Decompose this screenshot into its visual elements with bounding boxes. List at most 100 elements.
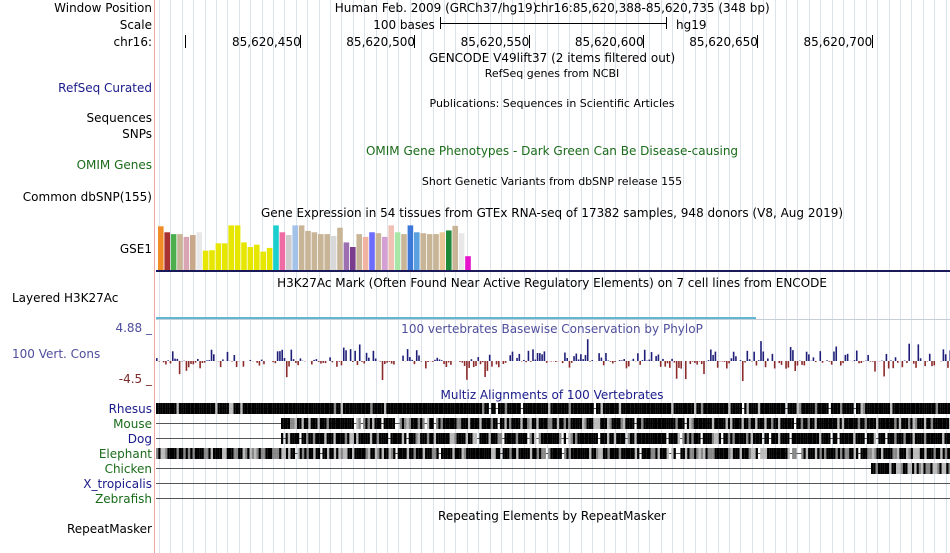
gtex-tissue-bar[interactable] — [202, 250, 209, 270]
gtex-tissue-bar[interactable] — [209, 250, 215, 270]
gtex-tissue-bar[interactable] — [420, 233, 426, 270]
multiz-alignment-block — [559, 418, 562, 429]
gtex-tissue-bar[interactable] — [196, 232, 202, 270]
gtex-tissue-bar[interactable] — [343, 242, 350, 270]
gtex-tissue-bar[interactable] — [164, 232, 170, 270]
gtex-tissue-bar[interactable] — [177, 234, 183, 270]
gtex-tissue-bar[interactable] — [292, 225, 298, 270]
gtex-tissue-bar[interactable] — [215, 243, 222, 270]
gtex-tissue-bar[interactable] — [190, 235, 196, 270]
species-label-zebrafish[interactable]: Zebrafish — [95, 492, 152, 506]
conservation-track-title[interactable]: 100 vertebrates Basewise Conservation by… — [401, 322, 703, 336]
gtex-tissue-bar[interactable] — [414, 232, 420, 270]
grid-line — [204, 0, 206, 553]
repeatmasker-track-title[interactable]: Repeating Elements by RepeatMasker — [438, 509, 666, 523]
gtex-tissue-bar[interactable] — [266, 247, 273, 270]
multiz-alignment-block — [787, 418, 790, 429]
gtex-tissue-bar[interactable] — [158, 226, 164, 270]
multiz-alignment-block — [422, 418, 425, 429]
gtex-tissue-bar[interactable] — [260, 251, 266, 270]
gtex-tissue-bar[interactable] — [452, 225, 458, 270]
track-label-gtex[interactable]: GSE1 — [119, 242, 152, 256]
gtex-tissue-bar[interactable] — [254, 244, 260, 270]
gtex-tissue-bar[interactable] — [375, 233, 382, 270]
conservation-score-bar — [197, 358, 199, 361]
browser-image[interactable]: Human Feb. 2009 (GRCh37/hg19) chr16:85,6… — [156, 0, 950, 553]
multiz-alignment-block — [347, 448, 350, 459]
gtex-tissue-bar[interactable] — [369, 232, 375, 270]
gtex-tissue-bar[interactable] — [394, 232, 401, 270]
track-label-refseq[interactable]: RefSeq Curated — [58, 81, 152, 95]
multiz-alignment-block — [397, 433, 400, 444]
species-label-mouse[interactable]: Mouse — [113, 417, 152, 431]
publications-track-title[interactable]: Publications: Sequences in Scientific Ar… — [429, 97, 675, 110]
gtex-tissue-bar[interactable] — [324, 234, 330, 270]
conservation-score-bar — [716, 361, 719, 368]
species-label-chicken[interactable]: Chicken — [104, 462, 152, 476]
gtex-tissue-bar[interactable] — [407, 225, 414, 270]
track-label-conservation[interactable]: 100 Vert. Cons — [12, 347, 101, 361]
gtex-tissue-bar[interactable] — [241, 242, 247, 270]
conservation-score-bar — [461, 361, 464, 363]
track-label-dbsnp[interactable]: Common dbSNP(155) — [22, 190, 152, 204]
multiz-alignment-blocks[interactable] — [156, 401, 950, 499]
gtex-track-title[interactable]: Gene Expression in 54 tissues from GTEx … — [260, 206, 844, 220]
gtex-tissue-bar[interactable] — [298, 225, 305, 270]
gtex-tissue-bar[interactable] — [279, 232, 286, 270]
gtex-tissue-bar[interactable] — [446, 230, 452, 270]
h3k27ac-track-title[interactable]: H3K27Ac Mark (Often Found Near Active Re… — [277, 276, 827, 290]
multiz-alignment-block — [352, 403, 355, 414]
gtex-tissue-bar[interactable] — [382, 236, 388, 270]
multiz-alignment-block — [748, 433, 751, 444]
gtex-tissue-bar[interactable] — [350, 247, 356, 270]
gtex-tissue-bar[interactable] — [439, 232, 446, 270]
gtex-tissue-bar[interactable] — [458, 233, 465, 270]
gtex-tissue-bar[interactable] — [286, 235, 292, 270]
multiz-alignment-block — [824, 403, 827, 414]
track-label-snps[interactable]: SNPs — [122, 127, 152, 141]
multiz-alignment-block — [934, 463, 938, 474]
dbsnp-track-title[interactable]: Short Genetic Variants from dbSNP releas… — [421, 175, 683, 188]
gtex-tissue-bar[interactable] — [222, 243, 228, 270]
track-label-omim[interactable]: OMIM Genes — [76, 158, 152, 172]
gtex-tissue-bar[interactable] — [465, 256, 471, 270]
gtex-tissue-bar[interactable] — [273, 225, 279, 270]
gtex-bar-chart[interactable] — [156, 222, 536, 272]
gtex-tissue-bar[interactable] — [247, 247, 254, 270]
species-label-dog[interactable]: Dog — [127, 432, 152, 446]
multiz-track-title[interactable]: Multiz Alignments of 100 Vertebrates — [440, 388, 664, 402]
multiz-alignment-block — [329, 403, 332, 414]
multiz-alignment-block — [794, 433, 797, 444]
species-label-x_tropicalis[interactable]: X_tropicalis — [83, 477, 152, 491]
gtex-tissue-bar[interactable] — [305, 230, 311, 270]
gtex-tissue-bar[interactable] — [356, 234, 362, 270]
multiz-alignment-block — [522, 418, 525, 429]
multiz-alignment-block — [746, 403, 749, 414]
gtex-tissue-bar[interactable] — [318, 234, 324, 270]
species-label-elephant[interactable]: Elephant — [98, 447, 152, 461]
gtex-tissue-bar[interactable] — [330, 235, 337, 270]
gtex-tissue-bar[interactable] — [234, 225, 241, 270]
gtex-tissue-bar[interactable] — [311, 232, 318, 270]
gtex-tissue-bar[interactable] — [183, 236, 190, 270]
gtex-tissue-bar[interactable] — [401, 234, 407, 270]
gtex-tissue-bar[interactable] — [433, 234, 439, 270]
gtex-tissue-bar[interactable] — [362, 236, 369, 270]
conservation-wiggle[interactable] — [156, 333, 950, 393]
multiz-alignment-block — [488, 418, 491, 429]
refseq-track-title[interactable]: RefSeq genes from NCBI — [484, 67, 620, 80]
gtex-tissue-bar[interactable] — [388, 225, 394, 270]
species-label-rhesus[interactable]: Rhesus — [108, 402, 152, 416]
multiz-alignment-block — [217, 403, 220, 414]
track-label-repeatmasker[interactable]: RepeatMasker — [66, 522, 152, 536]
gtex-tissue-bar[interactable] — [228, 225, 234, 270]
multiz-alignment-block — [899, 448, 902, 459]
gtex-tissue-bar[interactable] — [170, 234, 177, 270]
track-label-h3k27ac[interactable]: Layered H3K27Ac — [12, 291, 119, 305]
omim-track-title[interactable]: OMIM Gene Phenotypes - Dark Green Can Be… — [365, 144, 739, 158]
gencode-track-title[interactable]: GENCODE V49lift37 (2 items filtered out) — [428, 51, 676, 65]
track-label-sequences[interactable]: Sequences — [86, 111, 152, 125]
gtex-tissue-bar[interactable] — [337, 227, 343, 270]
multiz-alignment-block — [905, 463, 908, 474]
gtex-tissue-bar[interactable] — [426, 234, 433, 270]
